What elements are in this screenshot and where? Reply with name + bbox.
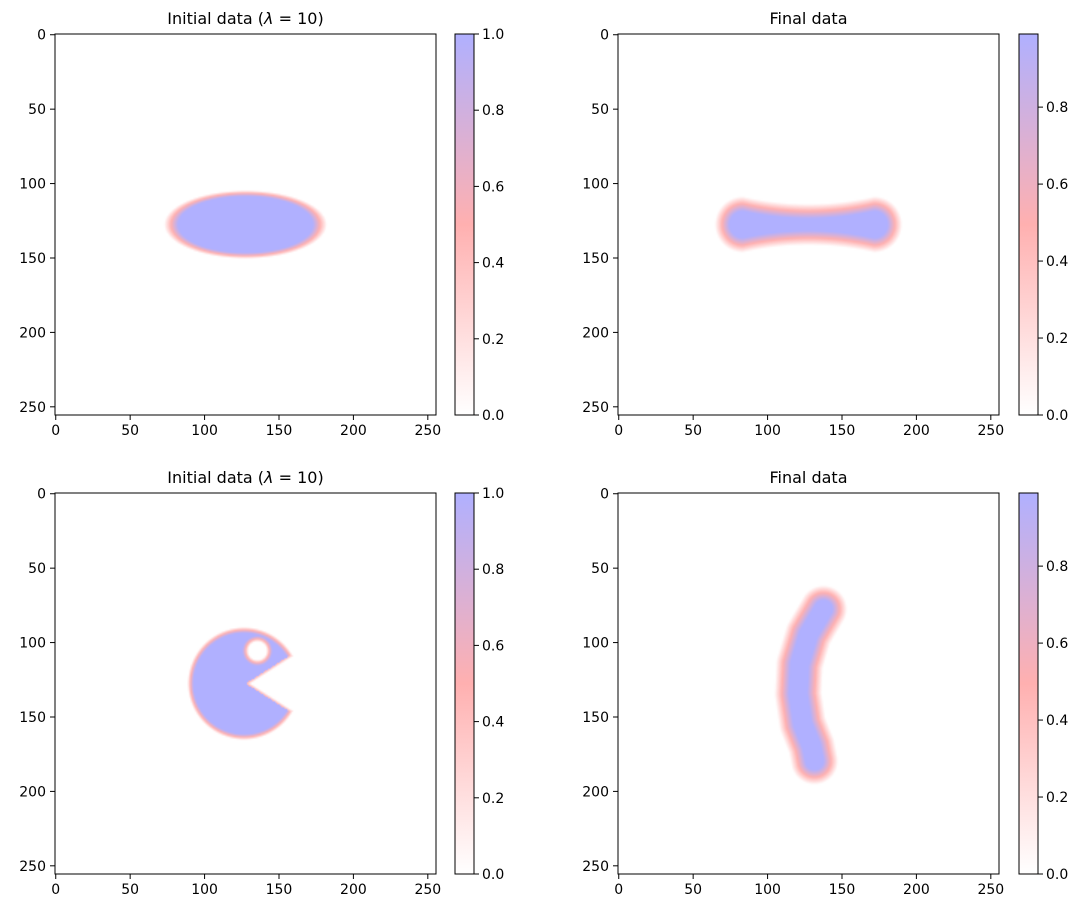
x-tick-label: 200 <box>903 423 930 439</box>
colorbar <box>455 34 474 415</box>
x-tick-label: 0 <box>614 423 623 439</box>
x-tick-label: 0 <box>51 882 60 898</box>
colorbar <box>1019 34 1038 415</box>
panel-title: Initial data (λ = 10) <box>167 468 323 487</box>
y-tick-label: 100 <box>582 636 609 652</box>
colorbar-frame <box>1018 492 1039 875</box>
axes-frame <box>617 33 1000 416</box>
panel-title: Final data <box>770 468 848 487</box>
colorbar <box>455 493 474 874</box>
y-tick-label: 0 <box>37 28 46 44</box>
colorbar-tick-label: 0.8 <box>1046 100 1068 116</box>
x-tick-label: 150 <box>829 882 856 898</box>
y-tick-label: 50 <box>28 102 46 118</box>
heatmap-image <box>618 34 999 415</box>
y-tick-label: 0 <box>600 28 609 44</box>
y-tick-label: 150 <box>582 251 609 267</box>
colorbar-frame <box>454 33 475 416</box>
y-tick-label: 0 <box>600 487 609 503</box>
y-tick-label: 200 <box>582 325 609 341</box>
x-tick-label: 50 <box>684 423 702 439</box>
panel-4: 0 50 100 150 200 250 0 50 100 150 200 250 Final data… <box>582 468 1068 898</box>
x-tick-label: 100 <box>754 882 781 898</box>
y-tick-label: 150 <box>582 710 609 726</box>
y-tick-label: 250 <box>582 400 609 416</box>
colorbar-tick-label: 0.0 <box>1046 867 1068 883</box>
colorbar-tick-label: 0.8 <box>482 103 504 119</box>
colorbar-tick-label: 0.2 <box>1046 790 1068 806</box>
y-tick-label: 50 <box>28 561 46 577</box>
x-tick-label: 200 <box>903 882 930 898</box>
x-tick-label: 250 <box>977 423 1004 439</box>
x-tick-label: 250 <box>977 882 1004 898</box>
x-tick-label: 100 <box>191 882 218 898</box>
panel-3: 0 50 100 150 200 250 0 50 100 150 200 250 Initial da… <box>19 468 504 898</box>
colorbar-tick-label: 1.0 <box>482 486 504 502</box>
heatmap-image <box>618 493 999 874</box>
x-tick-label: 100 <box>754 423 781 439</box>
y-tick-label: 150 <box>19 710 46 726</box>
x-tick-label: 100 <box>191 423 218 439</box>
x-tick-label: 150 <box>266 423 293 439</box>
x-tick-label: 150 <box>266 882 293 898</box>
panel-1: 0 50 100 150 200 250 0 50 100 150 200 250 Initial da… <box>19 9 504 439</box>
y-tick-label: 200 <box>582 784 609 800</box>
axes-frame <box>617 492 1000 875</box>
x-tick-label: 50 <box>121 882 139 898</box>
colorbar-tick-label: 0.2 <box>482 791 504 807</box>
colorbar-tick-label: 0.0 <box>1046 408 1068 424</box>
x-tick-label: 0 <box>51 423 60 439</box>
x-tick-label: 200 <box>340 423 367 439</box>
y-tick-label: 50 <box>591 561 609 577</box>
colorbar-tick-label: 0.2 <box>1046 331 1068 347</box>
colorbar-tick-label: 0.8 <box>482 562 504 578</box>
colorbar-tick-label: 0.4 <box>482 256 504 272</box>
y-tick-label: 0 <box>37 487 46 503</box>
y-tick-label: 250 <box>582 859 609 875</box>
y-tick-label: 200 <box>19 784 46 800</box>
y-tick-label: 100 <box>19 636 46 652</box>
axes-frame <box>54 33 437 416</box>
x-tick-label: 150 <box>829 423 856 439</box>
colorbar-tick-label: 0.2 <box>482 332 504 348</box>
y-tick-label: 250 <box>19 400 46 416</box>
y-tick-label: 200 <box>19 325 46 341</box>
colorbar-frame <box>1018 33 1039 416</box>
panel-2: 0 50 100 150 200 250 0 50 100 150 200 250 Final data… <box>582 9 1068 439</box>
y-tick-label: 250 <box>19 859 46 875</box>
colorbar-tick-label: 0.0 <box>482 408 504 424</box>
axes-frame <box>54 492 437 875</box>
colorbar-tick-label: 1.0 <box>482 27 504 43</box>
colorbar-frame <box>454 492 475 875</box>
colorbar-tick-label: 0.4 <box>1046 254 1068 270</box>
x-tick-label: 0 <box>614 882 623 898</box>
colorbar-tick-label: 0.6 <box>1046 636 1068 652</box>
panel-title: Initial data (λ = 10) <box>167 9 323 28</box>
y-tick-label: 50 <box>591 102 609 118</box>
heatmap-image <box>55 493 436 874</box>
y-tick-label: 100 <box>582 177 609 193</box>
colorbar <box>1019 493 1038 874</box>
colorbar-tick-label: 0.4 <box>482 715 504 731</box>
x-tick-label: 200 <box>340 882 367 898</box>
x-tick-label: 50 <box>684 882 702 898</box>
colorbar-tick-label: 0.6 <box>482 179 504 195</box>
colorbar-tick-label: 0.6 <box>1046 177 1068 193</box>
colorbar-tick-label: 0.0 <box>482 867 504 883</box>
y-tick-label: 150 <box>19 251 46 267</box>
y-tick-label: 100 <box>19 177 46 193</box>
colorbar-tick-label: 0.4 <box>1046 713 1068 729</box>
x-tick-label: 50 <box>121 423 139 439</box>
x-tick-label: 250 <box>414 423 441 439</box>
heatmap-image <box>55 34 436 415</box>
colorbar-tick-label: 0.8 <box>1046 559 1068 575</box>
panel-title: Final data <box>770 9 848 28</box>
colorbar-tick-label: 0.6 <box>482 638 504 654</box>
x-tick-label: 250 <box>414 882 441 898</box>
